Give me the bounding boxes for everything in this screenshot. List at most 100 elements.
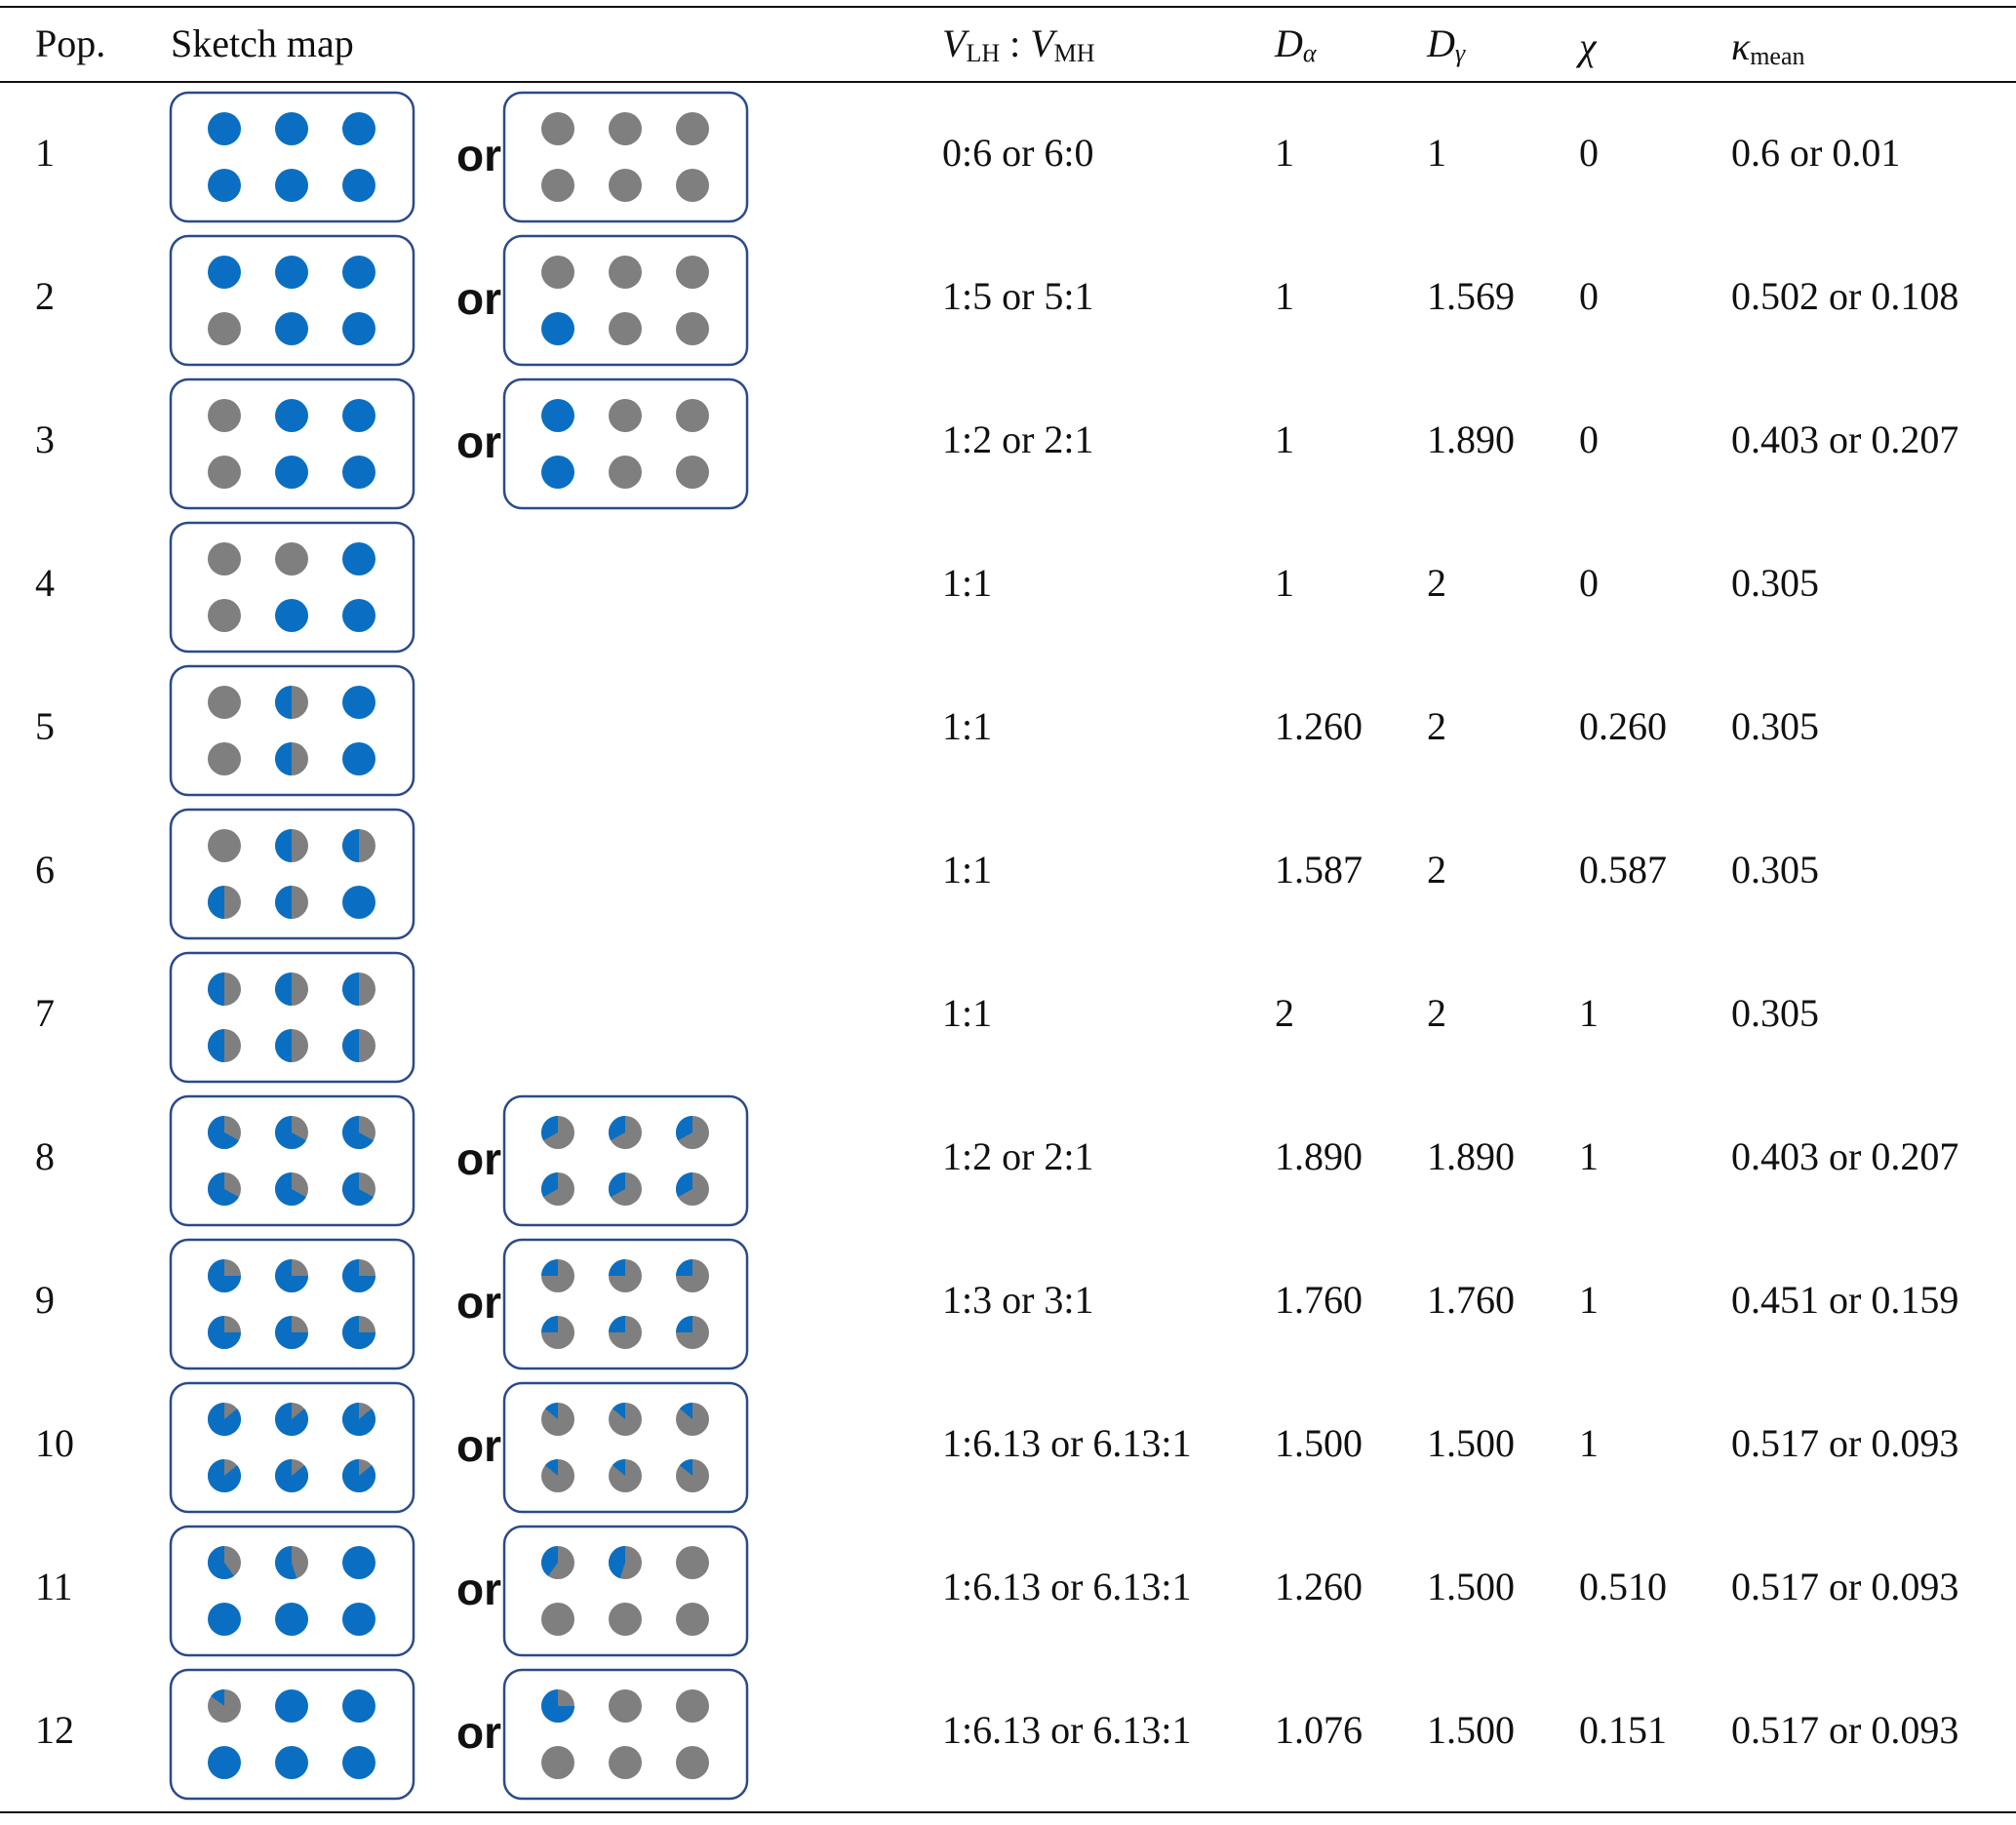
dot [342,1603,376,1636]
d-gamma: 1.569 [1427,274,1515,318]
d-alpha: 1 [1275,417,1294,461]
dot [609,456,642,489]
chi: 0.151 [1579,1708,1667,1752]
dot [342,256,376,289]
dot [342,1746,376,1779]
dot [208,456,241,489]
dot [208,169,241,202]
dot-sector [541,1116,558,1141]
dot [342,169,376,202]
d-alpha: 1 [1275,131,1294,175]
or: or [456,1564,501,1614]
dot [208,312,241,345]
dot-sector [341,1403,376,1436]
kappa: 0.6 or 0.01 [1731,131,1900,175]
sketch-box [169,1238,415,1370]
dot [541,456,574,489]
ratio: 1:1 [942,991,992,1035]
dot [676,1689,709,1723]
header-part: MH [1054,39,1095,67]
d-gamma: 2 [1427,991,1446,1035]
kappa: 0.517 or 0.093 [1731,1565,1958,1608]
d-alpha: 1.260 [1275,704,1363,748]
d-gamma: 1.890 [1427,1134,1515,1178]
dot-sector [275,1316,308,1349]
chi: 0.260 [1579,704,1667,748]
sketch-box [169,951,415,1084]
header-part: γ [1455,39,1466,67]
d-gamma: 2 [1427,704,1446,748]
dot-sector [609,1546,625,1579]
dot-sector [275,742,292,775]
d-gamma: 1.500 [1427,1708,1515,1752]
dot [541,1603,574,1636]
sketch-box [502,1238,749,1370]
pop: 2 [35,274,55,318]
dot [541,112,574,145]
dot-sector [275,1259,308,1292]
dot [609,312,642,345]
header-pop: Pop. [35,21,105,65]
header-d-alpha: Dα [1274,21,1318,67]
or: or [456,1707,501,1758]
dot-sector [274,1459,308,1493]
dot [342,456,376,489]
or: or [456,417,501,467]
dot-sector [207,1546,234,1579]
d-alpha: 1.500 [1275,1421,1363,1465]
kappa: 0.305 [1731,561,1819,605]
dot-sector [609,1259,625,1276]
pop: 11 [35,1565,73,1608]
dot [275,112,308,145]
dot-sector [208,886,224,919]
pop: 8 [35,1134,55,1178]
ratio: 0:6 or 6:0 [942,131,1094,175]
dot [342,542,376,575]
chi: 1 [1579,991,1599,1035]
header-part: mean [1750,42,1804,70]
dot [275,169,308,202]
d-alpha: 2 [1275,991,1294,1035]
header-part: D [1274,21,1303,65]
dot-sector [275,1172,306,1207]
dot [541,1746,574,1779]
header-part: V [1030,21,1058,65]
dot-sector [541,1316,558,1332]
dot-sector [608,1172,625,1198]
dot [208,742,241,775]
or: or [456,1420,501,1471]
dot [541,256,574,289]
chi: 0.587 [1579,848,1667,892]
dot-sector [342,829,359,862]
dot-sector [211,1689,224,1706]
dot-sector [540,1172,558,1198]
dot-sector [275,972,292,1006]
dot [342,599,376,632]
pop: 9 [35,1278,55,1322]
dot-sector [342,972,359,1006]
d-alpha: 1 [1275,561,1294,605]
dot-sector [609,1116,625,1141]
d-alpha: 1.076 [1275,1708,1363,1752]
header-part: LH [966,39,1000,67]
dot-sector [207,1403,241,1436]
dot-sector [208,1172,239,1207]
header-chi: χ [1575,24,1598,68]
dot-sector [540,1546,558,1576]
sketch-box [502,1094,749,1227]
kappa: 0.517 or 0.093 [1731,1708,1958,1752]
dot [208,542,241,575]
dot [208,112,241,145]
sketch-box [169,1525,415,1657]
dot-sector [612,1459,625,1476]
ratio: 1:5 or 5:1 [942,274,1094,318]
dot-sector [274,1546,297,1580]
kappa: 0.403 or 0.207 [1731,1134,1958,1178]
dot [342,399,376,432]
d-gamma: 2 [1427,561,1446,605]
dot [676,1746,709,1779]
sketch-box [169,1668,415,1801]
chi: 0.510 [1579,1565,1667,1608]
dot-sector [342,1172,374,1207]
dot [342,886,376,919]
